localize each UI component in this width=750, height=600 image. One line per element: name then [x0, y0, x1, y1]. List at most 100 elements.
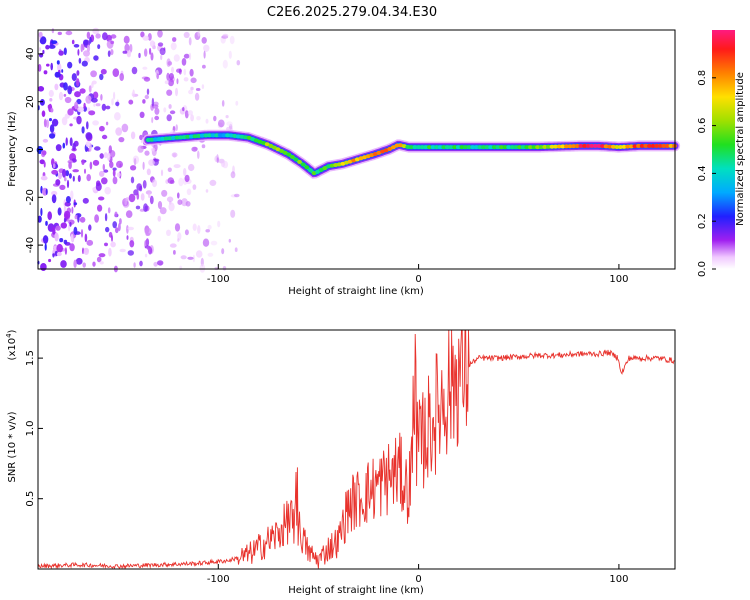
noise-speckle — [115, 101, 120, 107]
noise-speckle — [48, 89, 54, 98]
noise-speckle — [104, 242, 108, 247]
ridge-point — [268, 143, 274, 148]
ridge-point — [477, 145, 483, 150]
noise-speckle — [159, 207, 167, 215]
ridge-point — [354, 157, 360, 162]
noise-speckle — [183, 77, 189, 82]
noise-speckle — [216, 157, 219, 164]
noise-speckle — [38, 31, 43, 38]
ridge-point — [535, 145, 540, 150]
noise-speckle — [95, 182, 102, 191]
noise-speckle — [228, 238, 231, 243]
noise-speckle — [132, 89, 135, 98]
x-tick-label: -100 — [207, 274, 230, 285]
noise-speckle — [133, 158, 137, 166]
noise-speckle — [45, 220, 48, 226]
noise-speckle — [89, 161, 93, 170]
noise-speckle — [86, 174, 91, 182]
noise-speckle — [51, 169, 58, 175]
noise-speckle — [123, 35, 130, 44]
noise-speckle — [188, 163, 195, 172]
ridge-point — [610, 144, 616, 149]
noise-speckle — [78, 57, 82, 64]
spectrogram-y-label: Frequency (Hz) — [7, 111, 18, 187]
ridge-point — [538, 145, 544, 149]
ridge-point — [448, 145, 454, 150]
noise-speckle — [236, 60, 241, 66]
ridge-point — [167, 136, 173, 141]
noise-speckle — [176, 78, 179, 85]
ridge-point — [214, 133, 220, 138]
noise-speckle — [93, 103, 96, 107]
noise-speckle — [226, 121, 233, 126]
noise-speckle — [82, 247, 84, 255]
noise-speckle — [192, 223, 197, 231]
noise-speckle — [62, 142, 66, 149]
noise-speckle — [111, 98, 114, 106]
noise-speckle — [64, 247, 67, 255]
noise-speckle — [50, 62, 53, 71]
noise-speckle — [235, 100, 239, 106]
ridge-point — [614, 145, 620, 149]
ridge-point — [275, 147, 281, 152]
noise-speckle — [38, 64, 42, 72]
ridge-point — [621, 144, 627, 149]
ridge-point — [362, 155, 367, 160]
noise-speckle — [40, 263, 47, 271]
noise-speckle — [69, 123, 73, 127]
noise-speckle — [145, 238, 150, 247]
noise-speckle — [73, 44, 80, 48]
ridge-point — [628, 144, 634, 149]
noise-speckle — [125, 210, 133, 219]
noise-speckle — [119, 218, 122, 225]
noise-speckle — [99, 261, 104, 265]
noise-speckle — [149, 47, 152, 55]
noise-speckle — [91, 97, 98, 103]
noise-speckle — [166, 229, 171, 236]
ridge-point — [636, 143, 641, 148]
ridge-point — [145, 137, 151, 142]
noise-speckle — [83, 102, 86, 109]
ridge-point — [232, 133, 238, 138]
noise-speckle — [49, 133, 56, 139]
ridge-point — [657, 143, 663, 148]
noise-speckle — [140, 139, 143, 143]
noise-speckle — [72, 175, 75, 182]
colorbar-gradient — [712, 30, 735, 269]
noise-speckle — [45, 188, 48, 195]
noise-speckle — [175, 124, 178, 131]
ridge-point — [546, 144, 551, 149]
noise-speckle — [142, 35, 150, 41]
ridge-point — [290, 155, 295, 159]
noise-speckle — [125, 197, 129, 202]
noise-speckle — [186, 188, 192, 196]
noise-speckle — [171, 66, 174, 74]
y-tick-label: 40 — [25, 48, 36, 61]
ridge-point — [582, 143, 587, 148]
snr-x-label: Height of straight line (km) — [288, 585, 424, 596]
ridge-point — [665, 143, 670, 148]
noise-speckle — [88, 110, 96, 116]
ridge-point — [589, 143, 595, 148]
noise-speckle — [126, 235, 129, 240]
noise-speckle — [109, 161, 114, 169]
noise-speckle — [190, 86, 194, 91]
noise-speckle — [205, 118, 209, 124]
ridge-point — [571, 144, 576, 149]
snr-line — [37, 329, 675, 570]
ridge-point — [221, 133, 227, 138]
noise-speckle — [85, 132, 93, 140]
noise-speckle — [92, 120, 99, 126]
noise-speckle — [83, 39, 89, 46]
noise-speckle — [171, 152, 178, 158]
noise-speckle — [45, 44, 50, 50]
noise-speckle — [185, 201, 191, 207]
noise-speckle — [201, 37, 207, 44]
noise-speckle — [101, 103, 107, 111]
noise-speckle — [146, 168, 151, 176]
ridge-point — [488, 145, 494, 150]
noise-speckle — [190, 77, 197, 84]
ridge-point — [199, 133, 205, 138]
noise-speckle — [173, 164, 181, 169]
noise-speckle — [77, 106, 84, 113]
